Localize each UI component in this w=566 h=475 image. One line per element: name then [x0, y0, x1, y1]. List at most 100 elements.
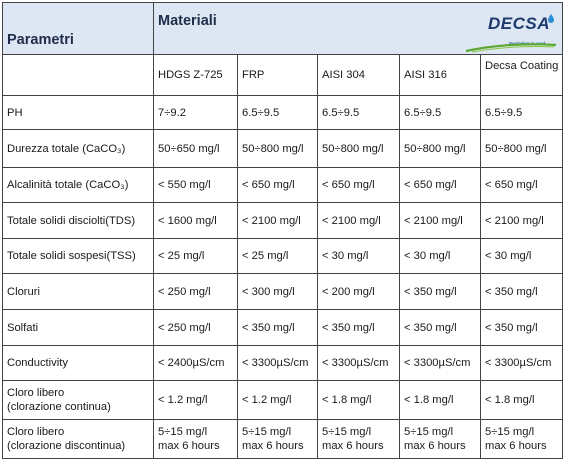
table-row: Cloro libero (clorazione continua) < 1.2 m… — [2, 380, 564, 420]
value-cell: 50÷650 mg/l — [153, 129, 238, 168]
value-cell: < 350 mg/l — [317, 309, 400, 346]
value-cell: 5÷15 mg/l max 6 hours — [237, 419, 318, 459]
value-cell: < 650 mg/l — [479, 167, 564, 203]
value-cell: < 650 mg/l — [399, 167, 481, 203]
empty-corner-cell — [2, 54, 154, 96]
table-row: Conductivity < 2400µS/cm < 3300µS/cm < 3300… — [2, 345, 564, 381]
table-row: Durezza totale (CaCO₃) 50÷650 mg/l 50÷800 … — [2, 129, 564, 168]
header-row: Parametri Materiali DECSA Evolution is c… — [2, 2, 564, 55]
value-line: max 6 hours — [322, 440, 384, 452]
value-line: max 6 hours — [242, 440, 304, 452]
parameter-cell: Cloruri — [2, 273, 154, 310]
value-cell: < 25 mg/l — [237, 238, 318, 274]
value-cell: < 650 mg/l — [317, 167, 400, 203]
value-line: 5÷15 mg/l — [322, 426, 372, 438]
material-header-cell: AISI 304 — [317, 54, 400, 96]
value-cell: < 3300µS/cm — [399, 345, 481, 381]
value-cell: < 1.8 mg/l — [317, 380, 400, 420]
value-cell: 50÷800 mg/l — [399, 129, 481, 168]
value-cell: 5÷15 mg/l max 6 hours — [399, 419, 481, 459]
parameter-cell: Solfati — [2, 309, 154, 346]
parameter-cell: Totale solidi sospesi(TSS) — [2, 238, 154, 274]
value-line: max 6 hours — [485, 440, 547, 452]
value-cell: < 550 mg/l — [153, 167, 238, 203]
parameter-line: (clorazione continua) — [7, 401, 111, 413]
table-row: Alcalinità totale (CaCO₃) < 550 mg/l < 650… — [2, 167, 564, 203]
value-cell: 50÷800 mg/l — [317, 129, 400, 168]
value-cell: < 350 mg/l — [237, 309, 318, 346]
value-cell: < 350 mg/l — [399, 309, 481, 346]
value-line: 5÷15 mg/l — [485, 426, 535, 438]
parameter-line: (clorazione discontinua) — [7, 440, 126, 452]
value-cell: < 2100 mg/l — [479, 202, 564, 239]
value-cell: 5÷15 mg/l max 6 hours — [317, 419, 400, 459]
value-cell: 6.5÷9.5 — [479, 95, 564, 130]
value-cell: < 3300µS/cm — [479, 345, 564, 381]
value-cell: 5÷15 mg/l max 6 hours — [479, 419, 564, 459]
value-cell: < 2100 mg/l — [317, 202, 400, 239]
value-cell: < 300 mg/l — [237, 273, 318, 310]
value-cell: < 650 mg/l — [237, 167, 318, 203]
value-cell: < 200 mg/l — [317, 273, 400, 310]
parameter-line: Cloro libero — [7, 387, 65, 399]
value-cell: 6.5÷9.5 — [317, 95, 400, 130]
parameter-cell: PH — [2, 95, 154, 130]
material-header-cell: FRP — [237, 54, 318, 96]
value-cell: 7÷9.2 — [153, 95, 238, 130]
value-cell: < 250 mg/l — [153, 273, 238, 310]
value-line: 5÷15 mg/l — [404, 426, 454, 438]
value-cell: 6.5÷9.5 — [237, 95, 318, 130]
value-line: 5÷15 mg/l — [242, 426, 292, 438]
parameter-line: Cloro libero — [7, 426, 65, 438]
table-row: Cloruri < 250 mg/l < 300 mg/l < 200 mg/l < 3… — [2, 273, 564, 310]
value-cell: < 1.8 mg/l — [399, 380, 481, 420]
parameter-cell: Totale solidi disciolti(TDS) — [2, 202, 154, 239]
value-cell: < 2400µS/cm — [153, 345, 238, 381]
table-row: Solfati < 250 mg/l < 350 mg/l < 350 mg/l < 3… — [2, 309, 564, 346]
value-cell: 6.5÷9.5 — [399, 95, 481, 130]
value-cell: 50÷800 mg/l — [237, 129, 318, 168]
table-row: Totale solidi disciolti(TDS) < 1600 mg/l <… — [2, 202, 564, 239]
materiali-label: Materiali — [158, 13, 217, 29]
parameter-cell: Cloro libero (clorazione continua) — [2, 380, 154, 420]
decsa-logo: DECSA Evolution is cool — [464, 11, 558, 54]
material-header-cell: Decsa Coating — [479, 54, 564, 96]
value-line: 5÷15 mg/l — [158, 426, 208, 438]
material-header-cell: AISI 316 — [399, 54, 481, 96]
parameter-cell: Cloro libero (clorazione discontinua) — [2, 419, 154, 459]
value-cell: 5÷15 mg/l max 6 hours — [153, 419, 238, 459]
table-row: Cloro libero (clorazione discontinua) 5÷15… — [2, 419, 564, 459]
materials-row: HDGS Z-725 FRP AISI 304 AISI 316 Decsa Coati… — [2, 54, 564, 96]
logo-swoosh-icon — [465, 43, 557, 53]
value-cell: < 350 mg/l — [479, 309, 564, 346]
material-header-cell: HDGS Z-725 — [153, 54, 238, 96]
value-cell: < 30 mg/l — [399, 238, 481, 274]
value-cell: < 30 mg/l — [479, 238, 564, 274]
value-cell: < 1.8 mg/l — [479, 380, 564, 420]
materiali-header: Materiali DECSA Evolution is cool — [152, 2, 564, 55]
value-line: max 6 hours — [158, 440, 220, 452]
value-cell: < 3300µS/cm — [317, 345, 400, 381]
value-cell: < 25 mg/l — [153, 238, 238, 274]
parameter-cell: Conductivity — [2, 345, 154, 381]
value-cell: 50÷800 mg/l — [479, 129, 564, 168]
table-row: PH 7÷9.2 6.5÷9.5 6.5÷9.5 6.5÷9.5 6.5÷9.5 — [2, 95, 564, 130]
parameters-table: Parametri Materiali DECSA Evolution is c… — [2, 2, 564, 459]
value-cell: < 1.2 mg/l — [237, 380, 318, 420]
parameter-cell: Durezza totale (CaCO₃) — [2, 129, 154, 168]
value-cell: < 3300µS/cm — [237, 345, 318, 381]
value-cell: < 30 mg/l — [317, 238, 400, 274]
water-drop-icon — [548, 14, 555, 23]
value-line: max 6 hours — [404, 440, 466, 452]
value-cell: < 1.2 mg/l — [153, 380, 238, 420]
parametri-header: Parametri — [2, 2, 154, 55]
decsa-logo-text: DECSA — [488, 14, 551, 33]
value-cell: < 350 mg/l — [479, 273, 564, 310]
parameter-cell: Alcalinità totale (CaCO₃) — [2, 167, 154, 203]
value-cell: < 2100 mg/l — [237, 202, 318, 239]
value-cell: < 350 mg/l — [399, 273, 481, 310]
table-row: Totale solidi sospesi(TSS) < 25 mg/l < 25 … — [2, 238, 564, 274]
value-cell: < 2100 mg/l — [399, 202, 481, 239]
value-cell: < 1600 mg/l — [153, 202, 238, 239]
value-cell: < 250 mg/l — [153, 309, 238, 346]
